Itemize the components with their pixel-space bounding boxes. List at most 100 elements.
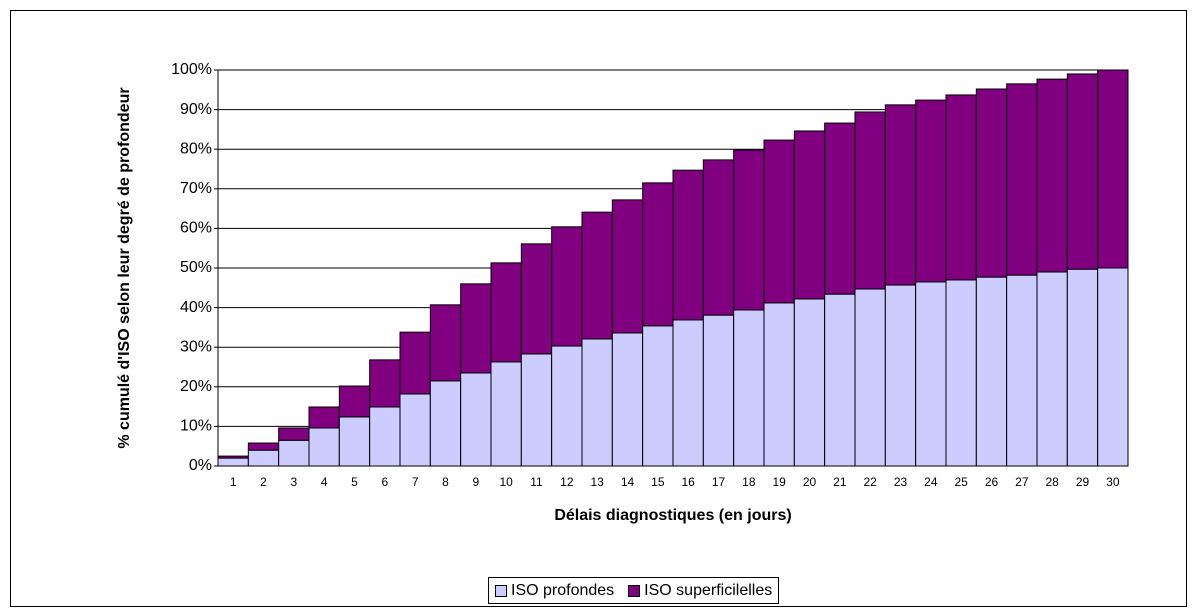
bar-segment (490, 262, 522, 363)
x-tick-label: 20 (803, 475, 817, 489)
x-tick-label: 5 (351, 475, 358, 489)
x-tick-label: 6 (381, 475, 388, 489)
bar-segment (702, 159, 735, 316)
y-tick-label: 20% (180, 378, 212, 395)
bar-segment (945, 94, 977, 281)
bar-segment (429, 380, 462, 467)
x-tick-label: 23 (894, 475, 908, 489)
y-tick-label: 60% (180, 220, 212, 237)
x-tick-label: 24 (924, 475, 938, 489)
x-tick-label: 16 (681, 475, 695, 489)
bar-segment (672, 319, 704, 467)
bar-segment (824, 122, 856, 295)
y-tick-label: 30% (180, 338, 212, 355)
bar-segment (793, 130, 826, 300)
bar-segment (1006, 274, 1038, 467)
bar-segment (551, 226, 583, 347)
bar-segment (975, 88, 1008, 278)
x-tick-label: 29 (1076, 475, 1090, 489)
x-tick-label: 26 (985, 475, 999, 489)
bar-segment (884, 284, 917, 467)
bar-segment (915, 281, 947, 467)
legend-item: ISO superficilelles (628, 582, 772, 600)
legend: ISO profondes ISO superficilelles (488, 577, 780, 604)
legend-swatch (495, 584, 507, 597)
bar-segment (460, 283, 492, 374)
bar-segment (338, 416, 371, 467)
bar-segment (308, 427, 340, 467)
bar-segment (975, 276, 1008, 467)
y-tick-label: 100% (171, 61, 212, 78)
bar-segment (247, 449, 280, 467)
bar-segment (460, 372, 492, 467)
bar-segment (217, 455, 249, 459)
legend-item: ISO profondes (495, 582, 614, 600)
bar-segment (1036, 271, 1068, 467)
bar-segment (581, 211, 613, 340)
bar-segment (915, 99, 947, 283)
bar-segment (217, 457, 249, 467)
x-tick-label: 3 (290, 475, 297, 489)
y-tick-label: 70% (180, 180, 212, 197)
bar-segment (611, 332, 644, 467)
bar-segment (369, 359, 401, 408)
bar-segment (1097, 267, 1129, 467)
y-tick-label: 90% (180, 101, 212, 118)
legend-label: ISO superficilelles (644, 581, 773, 599)
bar-segment (702, 314, 735, 467)
bar-segment (1066, 73, 1099, 270)
x-tick-label: 30 (1106, 475, 1120, 489)
x-tick-label: 18 (742, 475, 756, 489)
y-tick-label: 10% (180, 418, 212, 435)
x-tick-label: 21 (833, 475, 847, 489)
bar-segment (1097, 69, 1129, 269)
x-tick-label: 7 (412, 475, 419, 489)
y-axis-title: % cumulé d'ISO selon leur degré de profo… (116, 87, 133, 449)
x-axis-title: Délais diagnostiques (en jours) (554, 507, 791, 524)
bar-segment (733, 149, 765, 311)
bar-segment (824, 293, 856, 467)
bar-segment (551, 345, 583, 467)
x-tick-label: 22 (863, 475, 877, 489)
x-tick-label: 27 (1015, 475, 1029, 489)
x-tick-label: 8 (442, 475, 449, 489)
x-tick-label: 15 (651, 475, 665, 489)
x-tick-label: 12 (560, 475, 574, 489)
y-tick-label: 50% (180, 259, 212, 276)
y-tick-label: 80% (180, 140, 212, 157)
legend-label: ISO profondes (511, 581, 615, 599)
bar-segment (763, 302, 795, 467)
x-tick-label: 19 (772, 475, 786, 489)
x-tick-label: 25 (954, 475, 968, 489)
bar-segment (733, 309, 765, 467)
x-tick-label: 1 (230, 475, 237, 489)
bar-segment (1036, 78, 1068, 273)
bar-segment (520, 353, 553, 467)
bar-segment (1006, 83, 1038, 276)
x-tick-label: 4 (321, 475, 328, 489)
x-tick-label: 14 (621, 475, 635, 489)
bar-segment (490, 361, 522, 467)
bar-segment (672, 169, 704, 321)
bar-segment (399, 393, 431, 467)
bar-segment (945, 279, 977, 467)
x-tick-label: 11 (530, 475, 543, 489)
bar-segment (429, 304, 462, 382)
x-tick-label: 10 (499, 475, 513, 489)
bar-segment (763, 139, 795, 304)
x-tick-label: 28 (1045, 475, 1059, 489)
y-tick-label: 0% (189, 457, 212, 474)
bar-segment (884, 104, 917, 286)
bar-segment (520, 243, 553, 355)
bar-segment (399, 331, 431, 395)
bar-segment (247, 442, 280, 451)
bar-segment (793, 298, 826, 467)
bar-segment (369, 406, 401, 467)
bar-segment (581, 338, 613, 467)
bar-segment (854, 288, 886, 467)
bar-segment (308, 406, 340, 429)
x-tick-label: 2 (260, 475, 267, 489)
bar-segment (338, 385, 371, 418)
